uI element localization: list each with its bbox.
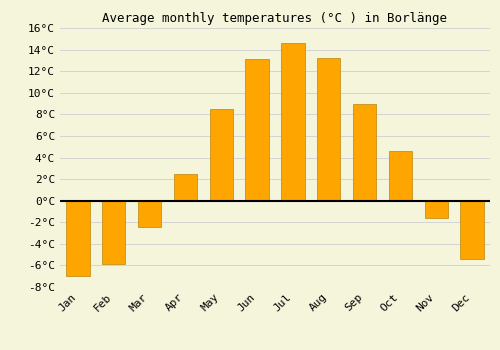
Bar bbox=[317, 58, 340, 201]
Bar bbox=[282, 43, 304, 201]
Bar bbox=[246, 59, 268, 201]
Bar bbox=[389, 151, 412, 201]
Bar bbox=[102, 201, 126, 264]
Bar bbox=[138, 201, 161, 226]
Bar bbox=[210, 109, 233, 201]
Bar bbox=[353, 104, 376, 201]
Title: Average monthly temperatures (°C ) in Borlänge: Average monthly temperatures (°C ) in Bo… bbox=[102, 13, 448, 26]
Bar bbox=[174, 174, 197, 201]
Bar bbox=[66, 201, 90, 276]
Bar bbox=[460, 201, 483, 259]
Bar bbox=[424, 201, 448, 218]
